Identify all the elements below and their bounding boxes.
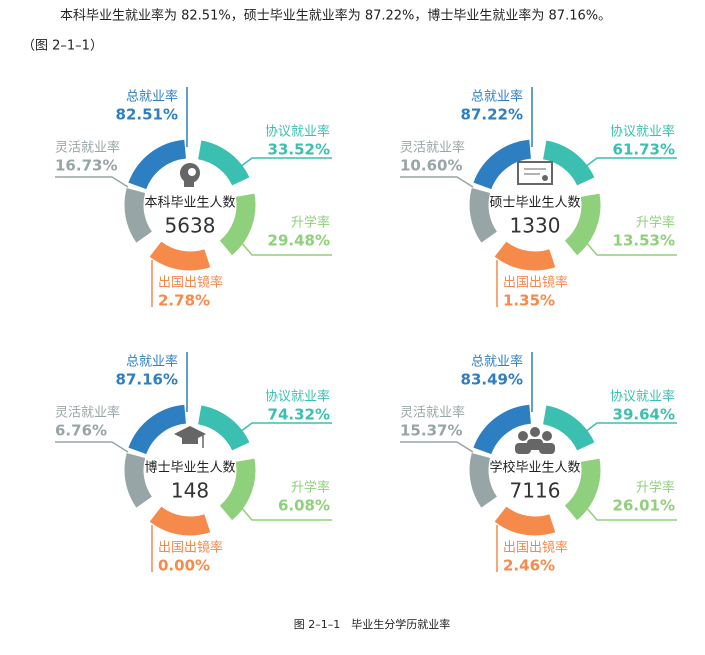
leader-line: [584, 422, 677, 433]
label: 协议就业率: [265, 389, 330, 405]
caption: 图 2–1–1 毕业生分学历就业率: [294, 617, 451, 631]
center-title: 博士毕业生人数: [144, 461, 235, 476]
ring-segment: [469, 453, 498, 508]
center-count: 7116: [510, 479, 561, 503]
label: 升学率: [636, 215, 675, 231]
ring-segment: [494, 506, 556, 536]
icon: [542, 431, 552, 441]
label: 出国出镜率: [503, 540, 568, 556]
ring-segment: [542, 405, 595, 451]
value: 83.49%: [461, 371, 523, 389]
label: 协议就业率: [610, 389, 675, 405]
value: 26.01%: [613, 497, 675, 515]
leader-line: [55, 441, 129, 453]
ring-segment: [149, 506, 211, 536]
leader-line: [584, 157, 677, 168]
label: 灵活就业率: [55, 405, 120, 421]
center-count: 148: [171, 479, 209, 503]
ring-segment: [564, 193, 601, 256]
value: 6.76%: [55, 422, 107, 440]
label: 升学率: [291, 215, 330, 231]
icon: [188, 168, 196, 176]
leader-line: [239, 157, 332, 168]
label: 灵活就业率: [400, 405, 465, 421]
value: 2.46%: [503, 557, 555, 575]
ring-segment: [197, 140, 250, 186]
value: 13.53%: [613, 232, 675, 250]
icon: [527, 439, 543, 450]
icon: [518, 431, 528, 441]
icon: [184, 179, 194, 187]
label: 升学率: [291, 480, 330, 496]
value: 29.48%: [268, 232, 330, 250]
value: 82.51%: [116, 106, 178, 124]
icon: [517, 161, 553, 185]
ring-segment: [124, 453, 153, 508]
ring-segment: [149, 241, 211, 271]
center-title: 本科毕业生人数: [144, 196, 235, 211]
label: 出国出镜率: [158, 540, 223, 556]
ring-segment: [469, 188, 498, 243]
icon: [182, 436, 198, 444]
value: 15.37%: [400, 422, 462, 440]
label: 协议就业率: [610, 124, 675, 140]
intro-text: 本科毕业生就业率为 82.51%，硕士毕业生就业率为 87.22%，博士毕业生就…: [60, 8, 611, 24]
center-count: 1330: [510, 214, 561, 238]
ring-segment: [128, 139, 187, 190]
ring-segment: [219, 458, 256, 521]
label: 灵活就业率: [55, 140, 120, 156]
ring-segment: [494, 241, 556, 271]
leader-line: [400, 176, 474, 188]
ring-segment: [197, 405, 250, 451]
value: 61.73%: [613, 141, 675, 159]
value: 74.32%: [268, 406, 330, 424]
leader-line: [239, 505, 332, 521]
ring-segment: [124, 188, 153, 243]
leader-line: [55, 176, 129, 188]
center-title: 学校毕业生人数: [489, 460, 580, 476]
label: 出国出镜率: [158, 275, 223, 291]
label: 总就业率: [471, 89, 523, 105]
label: 总就业率: [126, 89, 178, 105]
leader-line: [239, 240, 332, 256]
leader-line: [400, 441, 474, 453]
ring-segment: [219, 193, 256, 256]
value: 33.52%: [268, 141, 330, 159]
center-title: 硕士毕业生人数: [489, 196, 580, 211]
label: 总就业率: [471, 354, 523, 370]
value: 39.64%: [613, 406, 675, 424]
value: 16.73%: [55, 157, 117, 175]
value: 2.78%: [158, 292, 210, 310]
leader-line: [239, 422, 332, 433]
figure-ref: （图 2–1–1）: [22, 39, 103, 54]
value: 10.60%: [400, 157, 462, 175]
ring-segment: [128, 404, 187, 455]
label: 总就业率: [126, 354, 178, 370]
icon: [542, 175, 548, 181]
value: 87.16%: [116, 371, 178, 389]
ring-segment: [473, 404, 532, 455]
ring-segment: [564, 458, 601, 521]
label: 灵活就业率: [400, 140, 465, 156]
label: 出国出镜率: [503, 275, 568, 291]
value: 6.08%: [278, 497, 330, 515]
value: 0.00%: [158, 557, 210, 575]
value: 1.35%: [503, 292, 555, 310]
ring-segment: [542, 140, 595, 186]
center-count: 5638: [165, 214, 216, 238]
label: 协议就业率: [265, 124, 330, 140]
label: 升学率: [636, 480, 675, 496]
value: 87.22%: [461, 106, 523, 124]
ring-segment: [473, 139, 532, 190]
leader-line: [584, 240, 677, 256]
leader-line: [584, 505, 677, 521]
icon: [530, 427, 540, 437]
